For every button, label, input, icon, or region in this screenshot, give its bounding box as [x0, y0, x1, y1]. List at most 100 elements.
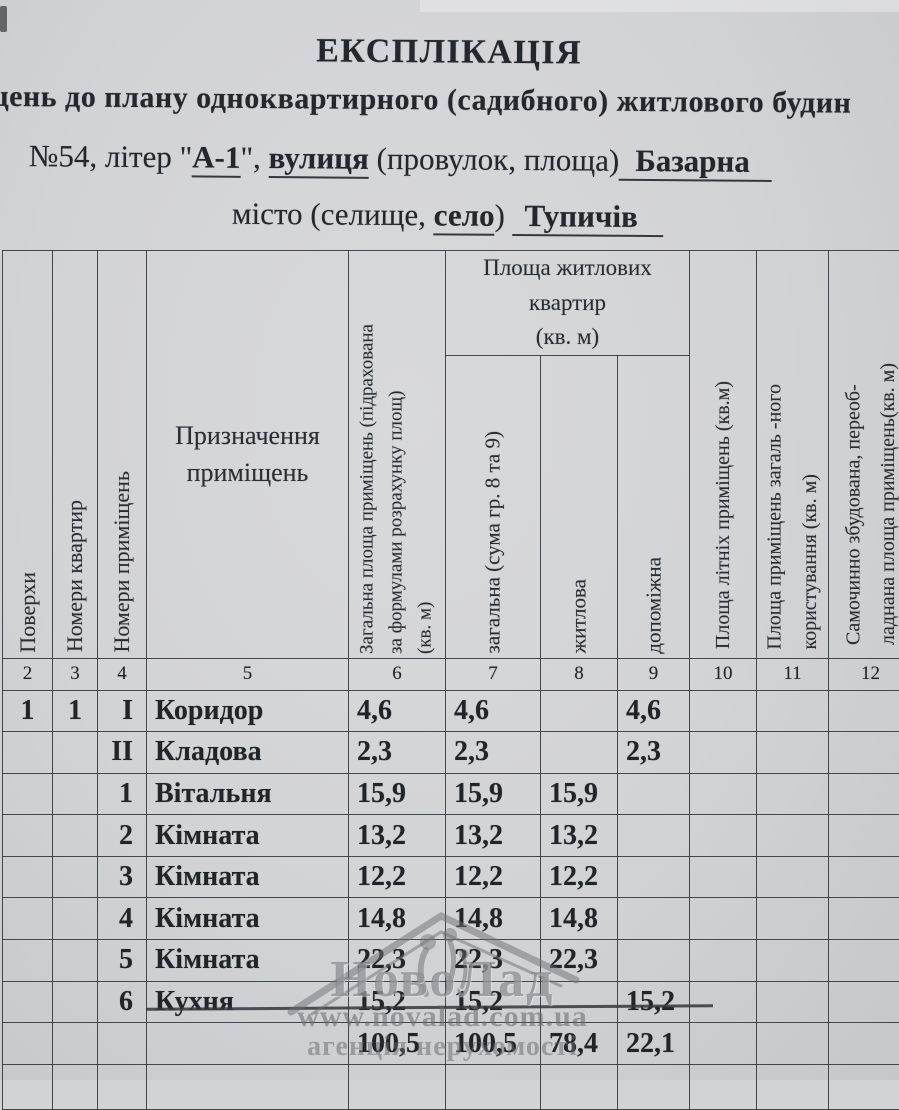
cell-apartment: [53, 773, 98, 815]
cell-auxiliary: 15,2: [618, 981, 690, 1023]
cell-common: [757, 732, 829, 774]
column-number: 4: [98, 658, 147, 690]
totals-row: 100,5 100,5 78,4 22,1: [3, 1023, 899, 1065]
cell-unauthorized: [829, 940, 899, 982]
cell-common: [757, 815, 829, 857]
cell-common: [757, 898, 829, 940]
street-word: вулиця: [268, 140, 369, 179]
column-number: 3: [53, 658, 98, 690]
col-header-total-area-label: Загальна площа приміщень (підрахована за…: [354, 324, 441, 654]
col-header-purpose: Призначення приміщень: [147, 251, 349, 659]
cell-living: 22,3: [541, 940, 618, 982]
col-header-living-group: Площа житлових квартир (кв. м): [446, 251, 690, 356]
cell-total: 4,6: [446, 690, 541, 732]
cell-apartment: [53, 981, 98, 1023]
cell-common: [757, 940, 829, 982]
cell-auxiliary: [618, 856, 690, 898]
cell-summer: [690, 773, 757, 815]
column-number-row: 2 3 4 5 6 7 8 9 10 11 12: [3, 658, 899, 690]
cell-area: 15,9: [349, 773, 446, 815]
explication-table: Поверхи Номери квартир Номери приміщень …: [2, 250, 899, 1110]
col-header-auxiliary: допоміжна: [618, 355, 690, 658]
cell-auxiliary: [618, 940, 690, 982]
col-header-common-area-label: Площа приміщень загаль -ного користуванн…: [757, 384, 828, 650]
subtitle-line: щень до плану одноквартирного (садибного…: [0, 80, 852, 121]
cell-common: [757, 981, 829, 1023]
col-header-room-numbers: Номери приміщень: [98, 251, 147, 659]
table-row: 3 Кімната 12,2 12,2 12,2: [3, 856, 899, 898]
cell-floor: [3, 981, 53, 1023]
cell-unauthorized: [829, 898, 899, 940]
cell-summer: [690, 690, 757, 732]
cell-purpose: Кімната: [147, 815, 349, 857]
col-header-living-label: житлова: [569, 579, 590, 653]
cell-area: 22,3: [349, 940, 446, 982]
cell-living: 12,2: [541, 856, 618, 898]
scan-edge-smudge: [0, 6, 7, 32]
col-header-apartment-numbers-label: Номери квартир: [64, 500, 86, 652]
address-line: №54, літер "А-1", вулиця (провулок, площ…: [29, 138, 898, 181]
cell-purpose: Кухня: [147, 981, 349, 1023]
cell-summer: [690, 1023, 757, 1065]
scan-edge-highlight: [420, 0, 899, 12]
cell-floor: [3, 898, 53, 940]
cell-unauthorized: [829, 1023, 899, 1065]
cell-auxiliary: [618, 815, 690, 857]
cell-room-number: 5: [98, 940, 147, 982]
table-row: 6 Кухня 15,2 15,2 15,2: [3, 981, 899, 1023]
column-number: 11: [757, 658, 829, 690]
cell-living: 14,8: [541, 898, 618, 940]
cell-room-number: 3: [98, 856, 147, 898]
cell-room-number: 6: [98, 981, 147, 1023]
cell-total: 22,3: [446, 940, 541, 982]
cell-total: 2,3: [446, 732, 541, 774]
cell-total: 12,2: [446, 856, 541, 898]
col-header-purpose-label: Призначення приміщень: [147, 417, 348, 492]
cell-total: 15,2: [446, 981, 541, 1023]
col-header-apartment-numbers: Номери квартир: [53, 251, 98, 659]
col-header-total-sum: загальна (сума гр. 8 та 9): [446, 355, 541, 658]
cell-unauthorized: [829, 690, 899, 732]
total-sum: 100,5: [446, 1023, 541, 1065]
col-header-room-numbers-label: Номери приміщень: [111, 471, 133, 653]
col-header-total-area: Загальна площа приміщень (підрахована за…: [349, 251, 446, 659]
address-after-letter: ",: [240, 140, 268, 175]
col-header-auxiliary-label: допоміжна: [643, 557, 664, 654]
cell-area: 4,6: [349, 690, 446, 732]
cell-living: [541, 690, 618, 732]
cell-total: 14,8: [446, 898, 541, 940]
cell-living: [541, 981, 618, 1023]
cell-apartment: [53, 940, 98, 982]
table-row: 4 Кімната 14,8 14,8 14,8: [3, 898, 899, 940]
table-row: 5 Кімната 22,3 22,3 22,3: [3, 940, 899, 982]
col-header-common-area: Площа приміщень загаль -ного користуванн…: [757, 251, 829, 659]
street-name: Базарна: [619, 143, 772, 182]
cell-common: [757, 1023, 829, 1065]
cell-living: 13,2: [541, 815, 618, 857]
col-header-total-sum-label: загальна (сума гр. 8 та 9): [483, 431, 504, 653]
col-header-living-group-label: Площа житлових квартир (кв. м): [446, 251, 689, 355]
col-header-floors: Поверхи: [3, 251, 53, 659]
cell-apartment: [53, 898, 98, 940]
col-header-floors-label: Поверхи: [17, 572, 39, 653]
cell-auxiliary: 4,6: [618, 690, 690, 732]
cell-area: 15,2: [349, 981, 446, 1023]
cell-auxiliary: [618, 898, 690, 940]
cell-room-number: 4: [98, 898, 147, 940]
column-number: 6: [349, 658, 446, 690]
cell-area: 2,3: [349, 732, 446, 774]
cell-purpose: Коридор: [147, 690, 349, 732]
column-number: 9: [618, 658, 690, 690]
table-row: 1 Вітальня 15,9 15,9 15,9: [3, 773, 899, 815]
header-row-top: Поверхи Номери квартир Номери приміщень …: [3, 251, 899, 356]
city-prefix: місто (селище,: [232, 196, 434, 233]
cell-room-number: 2: [98, 815, 147, 857]
cell-unauthorized: [829, 815, 899, 857]
city-after-word: ): [494, 198, 512, 233]
cell-total: 15,9: [446, 773, 541, 815]
cell-summer: [690, 898, 757, 940]
cell-area: 12,2: [349, 856, 446, 898]
cell-common: [757, 856, 829, 898]
cell-summer: [690, 815, 757, 857]
cell-floor: [3, 940, 53, 982]
